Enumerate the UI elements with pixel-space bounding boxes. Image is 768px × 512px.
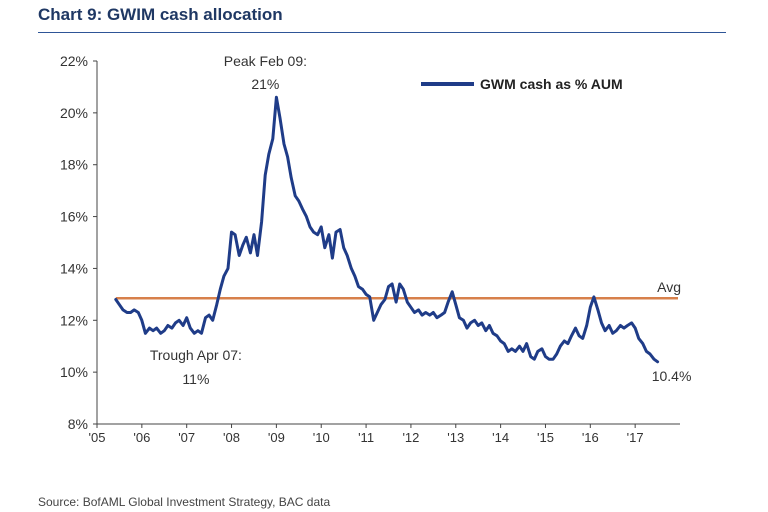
annotation-avg: Avg xyxy=(657,279,681,295)
legend-label: GWM cash as % AUM xyxy=(480,76,623,92)
series-line-gwm-cash xyxy=(114,95,660,364)
y-tick-label: 14% xyxy=(60,260,88,276)
annotation-peak-line2: 21% xyxy=(251,76,279,92)
y-tick-label: 8% xyxy=(68,416,88,432)
y-tick-label: 22% xyxy=(60,53,88,69)
x-tick-label: '10 xyxy=(313,430,330,445)
x-tick-label: '14 xyxy=(492,430,509,445)
x-tick-label: '08 xyxy=(223,430,240,445)
x-tick-label: '12 xyxy=(402,430,419,445)
y-tick-label: 20% xyxy=(60,105,88,121)
y-tick-label: 12% xyxy=(60,312,88,328)
x-tick-label: '17 xyxy=(627,430,644,445)
y-tick-label: 16% xyxy=(60,209,88,225)
x-tick-label: '13 xyxy=(447,430,464,445)
x-tick-label: '11 xyxy=(358,430,374,445)
source-note: Source: BofAML Global Investment Strateg… xyxy=(38,495,331,509)
annotation-trough-line2: 11% xyxy=(182,371,209,387)
x-tick-label: '09 xyxy=(268,430,285,445)
title-divider xyxy=(38,32,726,33)
y-tick-label: 18% xyxy=(60,157,88,173)
x-tick-label: '05 xyxy=(89,430,106,445)
x-tick-label: '06 xyxy=(133,430,150,445)
x-tick-label: '15 xyxy=(537,430,554,445)
x-tick-label: '07 xyxy=(178,430,195,445)
annotation-peak-line1: Peak Feb 09: xyxy=(224,53,307,69)
chart-title: Chart 9: GWIM cash allocation xyxy=(38,5,283,24)
y-tick-label: 10% xyxy=(60,364,88,380)
annotation-last-value: 10.4% xyxy=(652,368,692,384)
x-tick-label: '16 xyxy=(582,430,599,445)
annotation-trough-line1: Trough Apr 07: xyxy=(150,347,242,363)
